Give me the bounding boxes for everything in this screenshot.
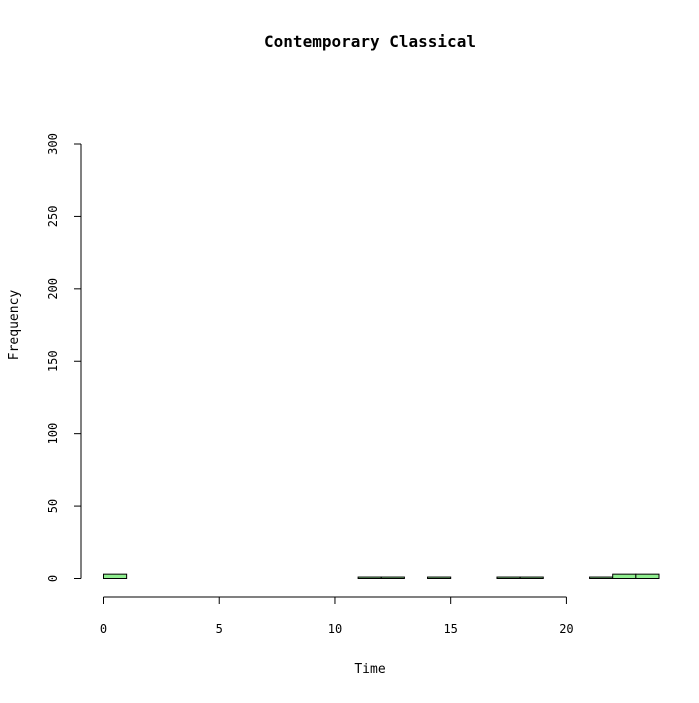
y-tick-label: 0 — [46, 575, 60, 582]
x-tick-label: 10 — [328, 622, 342, 636]
histogram-bar — [357, 576, 382, 580]
histogram-bar — [519, 576, 544, 580]
x-tick-label: 5 — [216, 622, 223, 636]
bars-layer — [103, 573, 660, 580]
y-tick-label: 250 — [46, 206, 60, 228]
histogram-bar — [496, 576, 521, 580]
y-axis: 0 50 100 150 200 250 300 — [46, 133, 82, 582]
x-axis-title: Time — [354, 662, 385, 677]
y-tick-label: 300 — [46, 133, 60, 155]
y-tick-label: 150 — [46, 350, 60, 372]
x-tick-label: 15 — [443, 622, 457, 636]
y-axis-title: Frequency — [7, 290, 22, 361]
histogram-bar — [427, 576, 452, 580]
y-tick-label: 200 — [46, 278, 60, 300]
histogram-bar — [380, 576, 405, 580]
histogram-bar — [103, 573, 128, 580]
x-tick-label: 0 — [100, 622, 107, 636]
x-tick-label: 20 — [559, 622, 573, 636]
chart-title: Contemporary Classical — [264, 32, 476, 51]
x-axis: 0 5 10 15 20 — [100, 596, 574, 636]
y-tick-label: 50 — [46, 499, 60, 513]
histogram-bar — [589, 576, 614, 580]
histogram-bar — [635, 573, 660, 580]
histogram-bar — [612, 573, 637, 580]
y-tick-label: 100 — [46, 423, 60, 445]
